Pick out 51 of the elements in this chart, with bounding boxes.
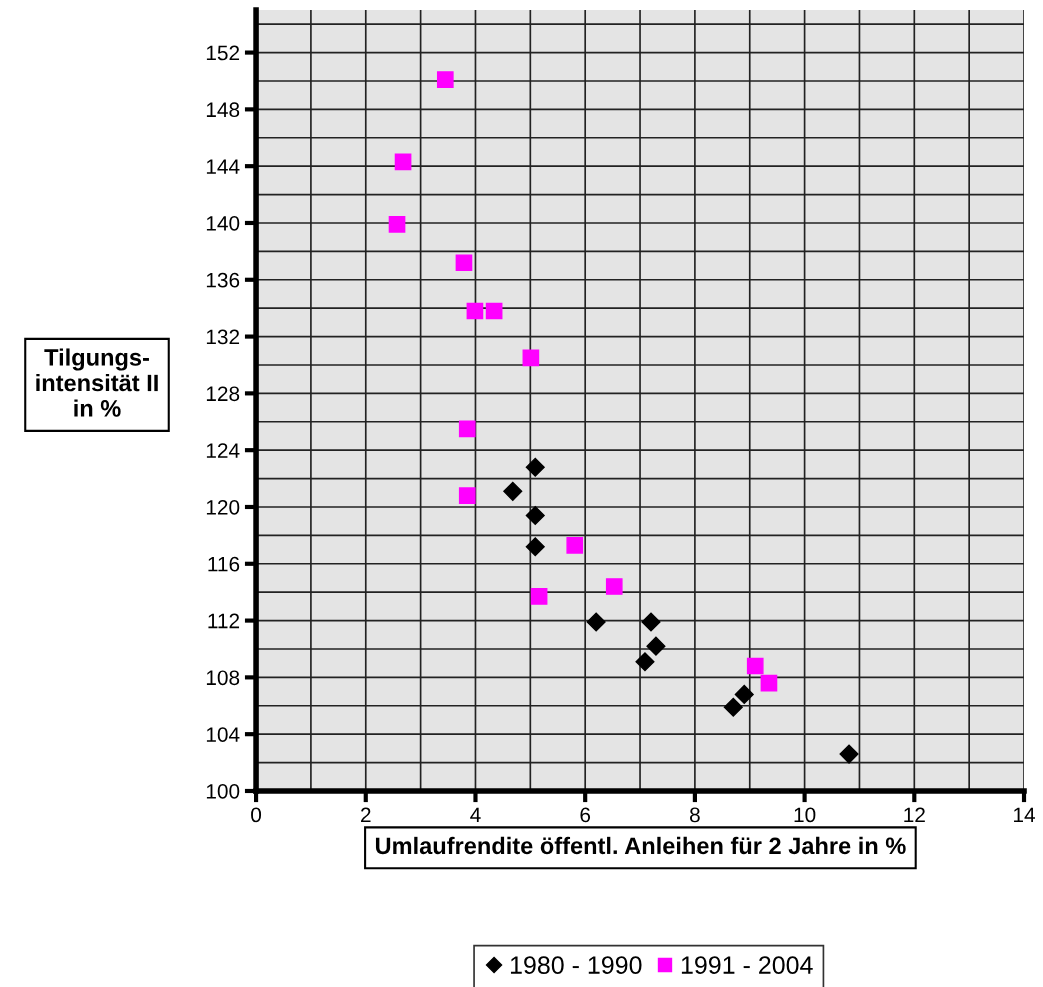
point: [525, 505, 545, 526]
y-tick-label: 100: [206, 783, 240, 799]
point: [388, 216, 406, 233]
point: [746, 657, 764, 675]
y-tick-label: 140: [206, 215, 240, 231]
y-tick-label: 152: [206, 45, 240, 61]
x-tick-label: 2: [361, 807, 371, 823]
point: [394, 153, 412, 171]
point: [525, 537, 545, 557]
y-tick-label: 104: [206, 727, 240, 742]
y-tick-label: 112: [208, 613, 240, 629]
point: [839, 744, 859, 764]
y-tick-label: 148: [206, 102, 240, 118]
point: [605, 578, 623, 595]
x-axis-title: Umlaufrendite öffentl. Anleihen für 2 Jahre in %: [375, 836, 906, 855]
y-tick-label: 136: [206, 272, 240, 288]
point: [458, 487, 476, 504]
x-tick-label: 12: [904, 807, 925, 823]
x-tick-label: 0: [251, 807, 262, 823]
point: [436, 71, 454, 88]
point: [530, 588, 548, 605]
point: [641, 612, 661, 632]
x-tick-label: 10: [794, 807, 816, 823]
y-axis-title: Tilgungs- intensität II in %: [36, 348, 158, 417]
y-tick-label: 108: [206, 670, 240, 686]
y-tick-label: 144: [206, 159, 240, 174]
point: [458, 420, 476, 438]
point: [525, 457, 545, 477]
y-tick-label: 116: [208, 556, 240, 572]
y-tick-label: 124: [206, 443, 240, 458]
point: [734, 684, 754, 704]
point: [760, 674, 778, 692]
point: [455, 254, 473, 272]
y-tick-label: 132: [206, 329, 240, 345]
point: [503, 481, 523, 501]
x-tick-label: 4: [470, 807, 481, 823]
y-tick-label: 120: [206, 499, 240, 515]
x-tick-label: 8: [690, 807, 700, 823]
point: [522, 349, 540, 367]
y-tick-label: 128: [206, 386, 240, 402]
legend-label: 1980 - 1990: [510, 956, 642, 974]
point: [635, 652, 655, 672]
point: [723, 697, 743, 717]
point: [646, 636, 666, 656]
x-tick-label: 6: [580, 807, 591, 823]
point: [586, 612, 606, 632]
x-tick-label: 14: [1014, 807, 1035, 823]
point: [566, 536, 584, 554]
point: [485, 302, 503, 320]
point: [466, 302, 484, 320]
legend-label: 1991 - 2004: [681, 956, 813, 974]
